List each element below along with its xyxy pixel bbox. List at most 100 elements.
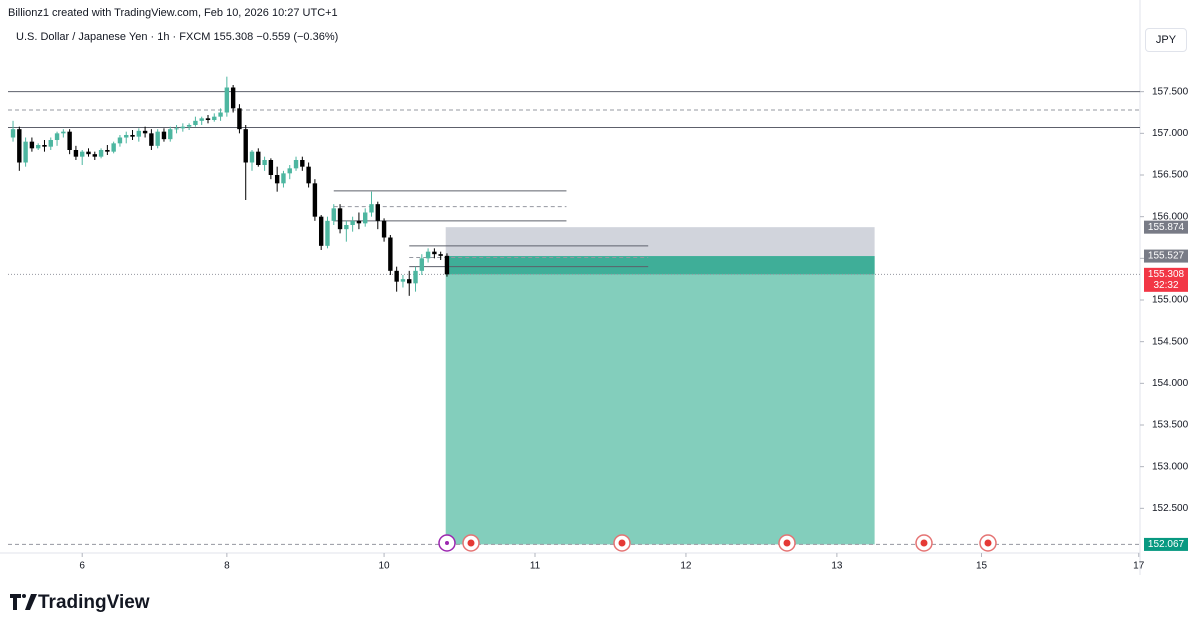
- candle-body: [212, 116, 217, 120]
- event-icon-dot: [467, 539, 475, 547]
- event-icon: [462, 534, 480, 552]
- candle-body: [117, 137, 123, 144]
- stop-price-tag: 155.874: [1148, 222, 1185, 233]
- candle-body: [42, 145, 47, 147]
- candle-body: [444, 255, 450, 275]
- candle-body: [61, 131, 66, 134]
- candle-body: [136, 130, 142, 137]
- candle-body: [243, 129, 248, 163]
- last-price-tag-bg: [1144, 267, 1188, 292]
- y-tick-label: 153.000: [1152, 461, 1189, 472]
- candle-body: [224, 87, 230, 113]
- candle-body: [287, 168, 292, 174]
- candle-body: [218, 112, 223, 117]
- event-icon-dot: [920, 539, 928, 547]
- candle-body: [274, 175, 280, 184]
- candle-body: [48, 140, 53, 147]
- candle-body: [256, 151, 261, 165]
- symbol: U.S. Dollar / Japanese Yen · 1h · FXCM: [16, 31, 211, 43]
- y-tick-label: 153.500: [1152, 420, 1189, 431]
- target-price-tag-bg: [1144, 537, 1188, 551]
- candle-body: [381, 220, 387, 238]
- candle-body: [262, 160, 267, 165]
- candle-body: [80, 151, 85, 157]
- candle-body: [149, 133, 154, 146]
- candle-body: [337, 208, 343, 230]
- candle-body: [249, 151, 255, 163]
- candle-body: [425, 251, 431, 259]
- last-price: 155.308: [213, 31, 254, 43]
- candle-body: [413, 270, 418, 284]
- y-tick-label: 154.500: [1152, 336, 1189, 347]
- candle-body: [161, 131, 167, 140]
- brand: TradingView: [38, 592, 150, 613]
- event-icon: [915, 534, 933, 552]
- candle-body: [124, 135, 129, 138]
- candle-body: [369, 204, 374, 213]
- countdown: 32:32: [1153, 280, 1178, 291]
- y-tick-label: 157.000: [1152, 128, 1189, 139]
- candle-body: [230, 87, 236, 109]
- candle-body: [344, 225, 349, 230]
- event-icon: [613, 534, 631, 552]
- target-price-tag: 152.067: [1148, 539, 1185, 550]
- open-pnl-zone: [445, 256, 875, 275]
- candle-body: [438, 254, 443, 256]
- y-tick-label: 156.500: [1152, 170, 1189, 181]
- candle-body: [407, 279, 412, 284]
- candle-body: [86, 151, 91, 155]
- candle-body: [363, 212, 368, 224]
- candle-body: [199, 118, 204, 121]
- candle-body: [186, 125, 192, 127]
- event-icon-dot: [783, 539, 791, 547]
- candle-body: [388, 237, 393, 271]
- event-icon-dot: [984, 539, 992, 547]
- candle-body: [67, 131, 72, 150]
- candle-body: [35, 145, 41, 149]
- candle-body: [237, 108, 242, 130]
- candle-body: [350, 220, 355, 225]
- candle-body: [73, 150, 79, 157]
- stop-zone: [445, 227, 875, 257]
- last-price-tag: 155.308: [1148, 269, 1185, 280]
- y-tick-label: 155.000: [1152, 295, 1189, 306]
- x-tick-label: 13: [831, 561, 843, 572]
- candle-body: [300, 160, 305, 167]
- candle-body: [105, 150, 110, 152]
- y-tick-label: 154.000: [1152, 378, 1189, 389]
- candle-body: [375, 204, 380, 221]
- candle-body: [331, 208, 336, 221]
- candle-body: [281, 173, 286, 184]
- candle-body: [23, 141, 28, 163]
- credit: Billionz1 created with TradingView.com, …: [8, 7, 338, 19]
- legend: U.S. Dollar / Japanese Yen · 1h · FXCM 1…: [16, 31, 338, 43]
- target-zone: [445, 256, 875, 545]
- stop-price-tag-bg: [1144, 220, 1188, 234]
- x-tick-label: 8: [224, 561, 230, 572]
- candle-body: [432, 251, 437, 255]
- candle-body: [10, 129, 16, 138]
- candle-body: [268, 160, 274, 175]
- event-icon: [979, 534, 997, 552]
- candle-body: [174, 128, 179, 130]
- x-tick-label: 17: [1133, 561, 1145, 572]
- x-tick-label: 11: [530, 561, 541, 572]
- candle-body: [306, 166, 311, 184]
- y-tick-label: 156.000: [1152, 211, 1189, 222]
- candle-body: [98, 150, 104, 157]
- candle-body: [419, 258, 425, 271]
- event-icon: [438, 534, 456, 552]
- candle-body: [142, 130, 148, 134]
- candle-body: [400, 279, 406, 282]
- candle-body: [92, 154, 97, 157]
- candle-body: [130, 135, 135, 137]
- entry-price-tag-bg: [1144, 249, 1188, 263]
- candle-body: [29, 141, 35, 149]
- currency-button[interactable]: JPY: [1145, 28, 1187, 52]
- candle-body: [293, 160, 299, 169]
- candle-body: [168, 129, 173, 140]
- candle-body: [325, 220, 330, 246]
- event-icon: [778, 534, 796, 552]
- x-tick-label: 15: [976, 561, 988, 572]
